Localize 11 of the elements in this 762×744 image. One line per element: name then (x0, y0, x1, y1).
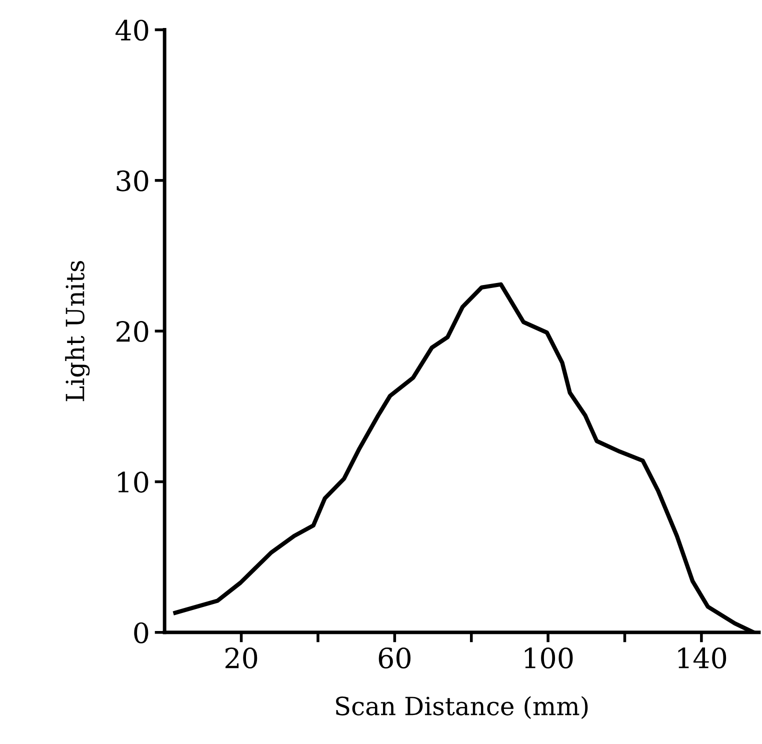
y-axis-title: Light Units (65, 260, 90, 402)
x-tick-label: 60 (378, 647, 410, 668)
y-tick-label: 10 (118, 472, 148, 493)
x-tick-label: 100 (524, 647, 573, 668)
x-axis-title: Scan Distance (mm) (336, 696, 588, 719)
x-tick-label: 140 (678, 647, 726, 668)
y-tick-label: 40 (116, 20, 148, 41)
x-tick-label: 20 (225, 647, 258, 668)
y-tick-label: 20 (116, 321, 148, 342)
y-tick-label: 30 (116, 170, 148, 192)
y-tick-label: 0 (134, 622, 148, 644)
